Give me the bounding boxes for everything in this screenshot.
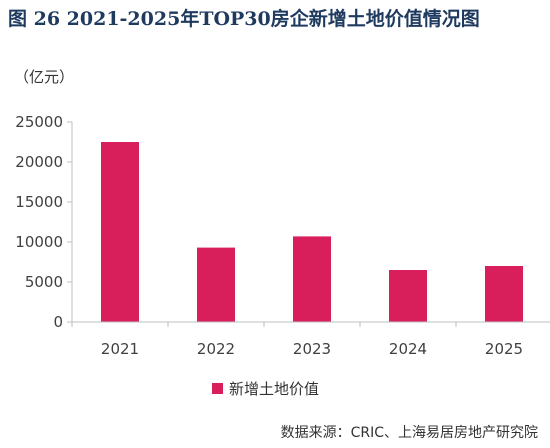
chart-title: 图 26 2021-2025年TOP30房企新增土地价值情况图 xyxy=(8,8,480,30)
legend: 新增土地价值 xyxy=(212,378,319,399)
bar-2024 xyxy=(389,270,427,322)
legend-label: 新增土地价值 xyxy=(229,380,320,398)
bar-2025 xyxy=(485,266,523,322)
bars-group xyxy=(101,142,523,322)
y-tick-label: 20000 xyxy=(15,153,63,171)
x-tick-label: 2021 xyxy=(101,340,139,358)
y-tick-label: 25000 xyxy=(15,113,63,131)
x-tick-label: 2025 xyxy=(485,340,523,358)
legend-swatch xyxy=(212,383,223,394)
y-tick-label: 5000 xyxy=(25,273,63,291)
y-axis-unit: （亿元） xyxy=(14,68,75,86)
y-tick-label: 0 xyxy=(53,313,63,331)
x-tick-label: 2023 xyxy=(293,340,331,358)
y-tick-label: 10000 xyxy=(15,233,63,251)
x-tick-label: 2024 xyxy=(389,340,427,358)
bar-2021 xyxy=(101,142,139,322)
y-axis: 0 5000 10000 15000 20000 25000 xyxy=(15,113,73,331)
bar-2023 xyxy=(293,236,331,322)
x-tick-label: 2022 xyxy=(197,340,235,358)
source-note: 数据来源：CRIC、上海易居房地产研究院 xyxy=(280,425,538,441)
bar-2022 xyxy=(197,247,235,322)
y-tick-label: 15000 xyxy=(15,193,63,211)
x-axis: 2021 2022 2023 2024 2025 xyxy=(71,321,550,358)
